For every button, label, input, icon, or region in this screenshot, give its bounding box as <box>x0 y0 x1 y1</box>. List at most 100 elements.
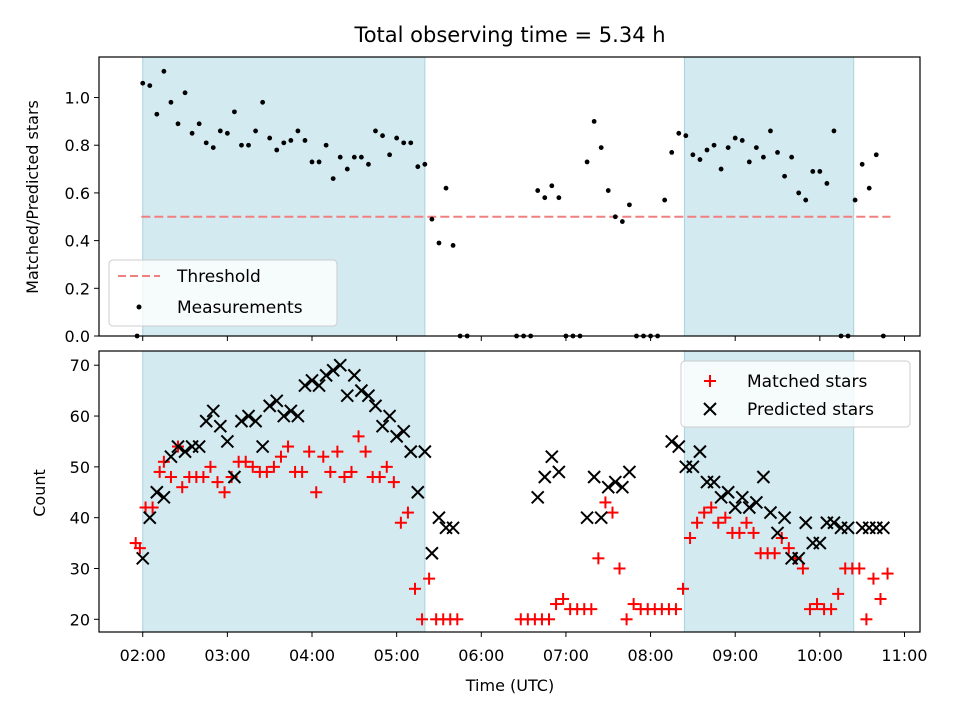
measurement-point <box>217 128 223 134</box>
measurement-point <box>436 240 442 246</box>
measurement-point <box>330 176 336 182</box>
predicted-star-point <box>531 490 545 505</box>
matched-star-point <box>733 526 746 539</box>
measurement-point <box>415 164 421 170</box>
predicted-star-point <box>241 409 256 423</box>
legend-predicted-label: Predicted stars <box>747 400 874 420</box>
measurement-point <box>260 99 266 105</box>
matched-star-point <box>310 486 323 499</box>
predicted-star-point <box>319 368 333 383</box>
observing-window-shade <box>683 56 855 337</box>
predicted-star-point <box>552 465 566 479</box>
measurement-point <box>711 142 717 148</box>
measurement-point <box>302 138 308 143</box>
legend-measurements-swatch <box>136 304 142 310</box>
matched-star-point <box>853 562 866 575</box>
legend-matched-label: Matched stars <box>747 372 867 392</box>
predicted-star-point <box>763 505 778 520</box>
legend-threshold-label: Threshold <box>176 267 261 287</box>
matched-star-point <box>373 471 386 484</box>
x-tick-label: 11:00 <box>881 646 927 665</box>
measurement-point <box>852 197 858 203</box>
matched-star-point <box>677 582 690 595</box>
predicted-star-point <box>143 510 157 525</box>
y-tick-label: 30 <box>70 559 90 578</box>
matched-star-point <box>691 516 704 529</box>
matched-star-point <box>345 465 358 478</box>
matched-star-point <box>423 572 436 585</box>
predicted-star-point <box>714 490 728 505</box>
matched-star-point <box>825 603 838 616</box>
matched-star-point <box>796 562 809 575</box>
predicted-star-point <box>813 536 827 550</box>
measurement-point <box>556 195 562 201</box>
matched-star-point <box>557 592 570 605</box>
measurement-point <box>182 90 188 96</box>
predicted-star-point <box>192 439 206 454</box>
measurement-point <box>323 142 329 148</box>
predicted-star-point <box>672 439 686 454</box>
matched-star-point <box>542 613 555 626</box>
predicted-star-point <box>777 510 792 525</box>
predicted-star-point <box>270 394 284 408</box>
matched-star-point <box>153 465 166 478</box>
measurement-point <box>358 154 364 160</box>
y-tick-label: 70 <box>70 356 90 375</box>
predicted-star-point <box>728 500 742 515</box>
matched-star-point <box>768 547 781 560</box>
y-tick-label: 50 <box>70 458 90 477</box>
predicted-star-point <box>601 480 615 494</box>
y-tick-label: 40 <box>70 509 90 528</box>
measurement-point <box>619 219 625 224</box>
measurement-point <box>210 145 216 151</box>
y-tick-label: 0.2 <box>65 279 90 298</box>
measurement-point <box>549 183 555 189</box>
measurement-point <box>669 149 675 155</box>
predicted-star-point <box>411 485 425 499</box>
measurement-point <box>598 145 604 151</box>
matched-star-point <box>338 471 351 484</box>
predicted-star-point <box>665 434 679 449</box>
measurement-point <box>704 147 710 153</box>
measurement-point <box>627 202 632 208</box>
y-tick-label: 60 <box>70 407 90 426</box>
predicted-star-point <box>721 485 735 499</box>
measurement-point <box>253 128 258 134</box>
predicted-star-point <box>545 449 559 464</box>
matched-star-point <box>740 516 753 529</box>
matched-star-point <box>832 587 845 600</box>
matched-star-point <box>803 603 816 616</box>
measurement-point <box>267 135 273 141</box>
predicted-star-point <box>277 409 291 423</box>
measurement-point <box>662 197 668 203</box>
predicted-star-point <box>164 449 178 464</box>
predicted-star-point <box>340 389 354 403</box>
measurement-point <box>873 152 879 158</box>
predicted-star-point <box>291 409 305 423</box>
matched-star-point <box>585 603 598 616</box>
measurement-point <box>605 188 611 193</box>
measurement-point <box>824 180 830 186</box>
predicted-star-point <box>206 404 220 418</box>
x-tick-label: 10:00 <box>797 646 843 665</box>
matched-star-point <box>599 496 612 509</box>
measurement-point <box>697 157 703 162</box>
measurement-point <box>739 138 745 143</box>
y-tick-label: 20 <box>70 610 90 629</box>
legend-predicted-swatch <box>703 402 717 416</box>
measurement-point <box>718 166 724 172</box>
y-tick-label: 0.8 <box>65 136 90 155</box>
measurement-point <box>443 185 449 191</box>
x-tick-label: 08:00 <box>628 646 674 665</box>
matched-star-point <box>394 516 407 529</box>
measurement-point <box>175 121 181 127</box>
measurement-point <box>387 152 392 158</box>
matched-star-point <box>550 598 563 611</box>
predicted-star-point <box>418 444 432 459</box>
matched-star-point <box>747 526 760 539</box>
predicted-star-point <box>326 363 340 378</box>
matched-star-point <box>719 511 732 524</box>
y-tick-label: 1.0 <box>65 89 90 108</box>
measurement-point <box>768 128 773 134</box>
predicted-star-point <box>735 490 749 505</box>
